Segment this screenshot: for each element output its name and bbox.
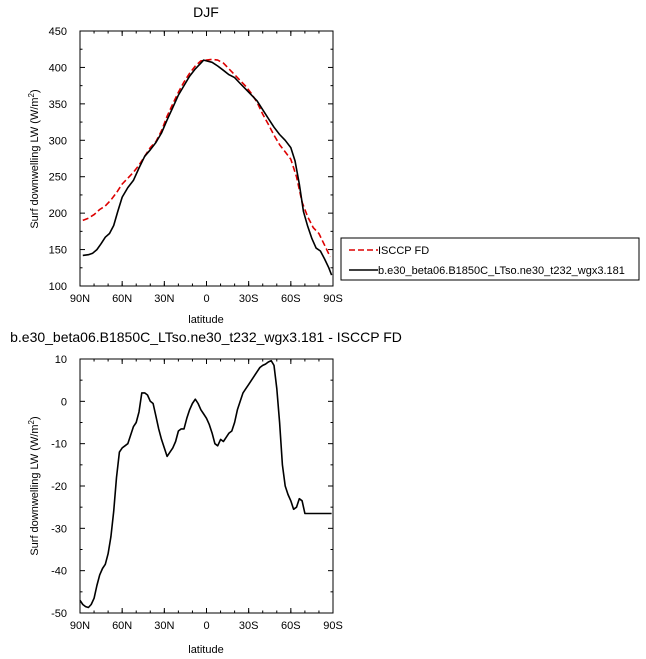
top-xtick-label: 30N [154, 293, 174, 305]
top-xtick-label: 60N [112, 293, 132, 305]
bottom-panel: b.e30_beta06.B1850C_LTso.ne30_t232_wgx3.… [10, 329, 402, 656]
top-chart-series [82, 58, 333, 276]
top-xtick-label: 60S [281, 293, 301, 305]
top-ytick-label: 300 [49, 135, 67, 147]
top-ytick-label: 150 [49, 245, 67, 257]
top-ytick-label: 350 [49, 99, 67, 111]
bottom-xtick-label: 90S [323, 620, 343, 632]
top-xtick-label: 30S [239, 293, 259, 305]
top-chart-axes: 90N 60N 30N 0 30S 60S 90S 100 150 200 250 300 350 400… [49, 26, 343, 305]
top-series-line-2 [82, 59, 333, 276]
legend-label-model: b.e30_beta06.B1850C_LTso.ne30_t232_wgx3.… [378, 265, 625, 277]
bottom-xtick-label: 60N [112, 620, 132, 632]
bottom-chart-xlabel: latitude [188, 644, 223, 656]
bottom-xtick-label: 90N [70, 620, 90, 632]
bottom-ytick-label: -30 [51, 523, 67, 535]
bottom-plot-frame [79, 358, 334, 614]
top-ytick-label: 100 [49, 281, 67, 293]
bottom-ytick-label: -40 [51, 566, 67, 578]
bottom-xtick-label: 0 [203, 620, 209, 632]
bottom-ytick-label: -10 [51, 439, 67, 451]
top-ytick-label: 450 [49, 26, 67, 38]
top-chart-ylabel: Surf downwelling LW (W/m2) [27, 89, 41, 228]
legend-box [340, 237, 640, 281]
bottom-ytick-label: -20 [51, 481, 67, 493]
top-xtick-label: 90S [323, 293, 343, 305]
top-series-line-1 [82, 58, 331, 258]
bottom-chart-title: b.e30_beta06.B1850C_LTso.ne30_t232_wgx3.… [10, 329, 402, 345]
top-chart-title: DJF [193, 4, 219, 20]
bottom-chart-series [79, 359, 332, 609]
top-panel: DJF 90N 60N 30N 0 30S 60S 90S 100 150 200 250 300 35… [27, 4, 343, 326]
bottom-series-line-1 [79, 359, 332, 609]
bottom-xtick-label: 30N [154, 620, 174, 632]
bottom-chart-ylabel: Surf downwelling LW (W/m2) [27, 416, 41, 555]
top-ytick-label: 200 [49, 208, 67, 220]
top-ytick-label: 400 [49, 62, 67, 74]
top-xtick-label: 0 [203, 293, 209, 305]
top-xtick-label: 90N [70, 293, 90, 305]
bottom-xtick-label: 30S [239, 620, 259, 632]
bottom-xtick-label: 60S [281, 620, 301, 632]
bottom-ytick-label: 10 [55, 354, 67, 366]
legend: ISCCP FD b.e30_beta06.B1850C_LTso.ne30_t… [340, 237, 640, 281]
bottom-ytick-label: -50 [51, 608, 67, 620]
bottom-ytick-label: 0 [61, 396, 67, 408]
bottom-chart-axes: 90N 60N 30N 0 30S 60S 90S -50 -40 -30 -20 -10 0 10 [51, 354, 343, 632]
top-chart-xlabel: latitude [188, 314, 223, 326]
legend-label-isccp: ISCCP FD [378, 245, 429, 257]
top-ytick-label: 250 [49, 172, 67, 184]
